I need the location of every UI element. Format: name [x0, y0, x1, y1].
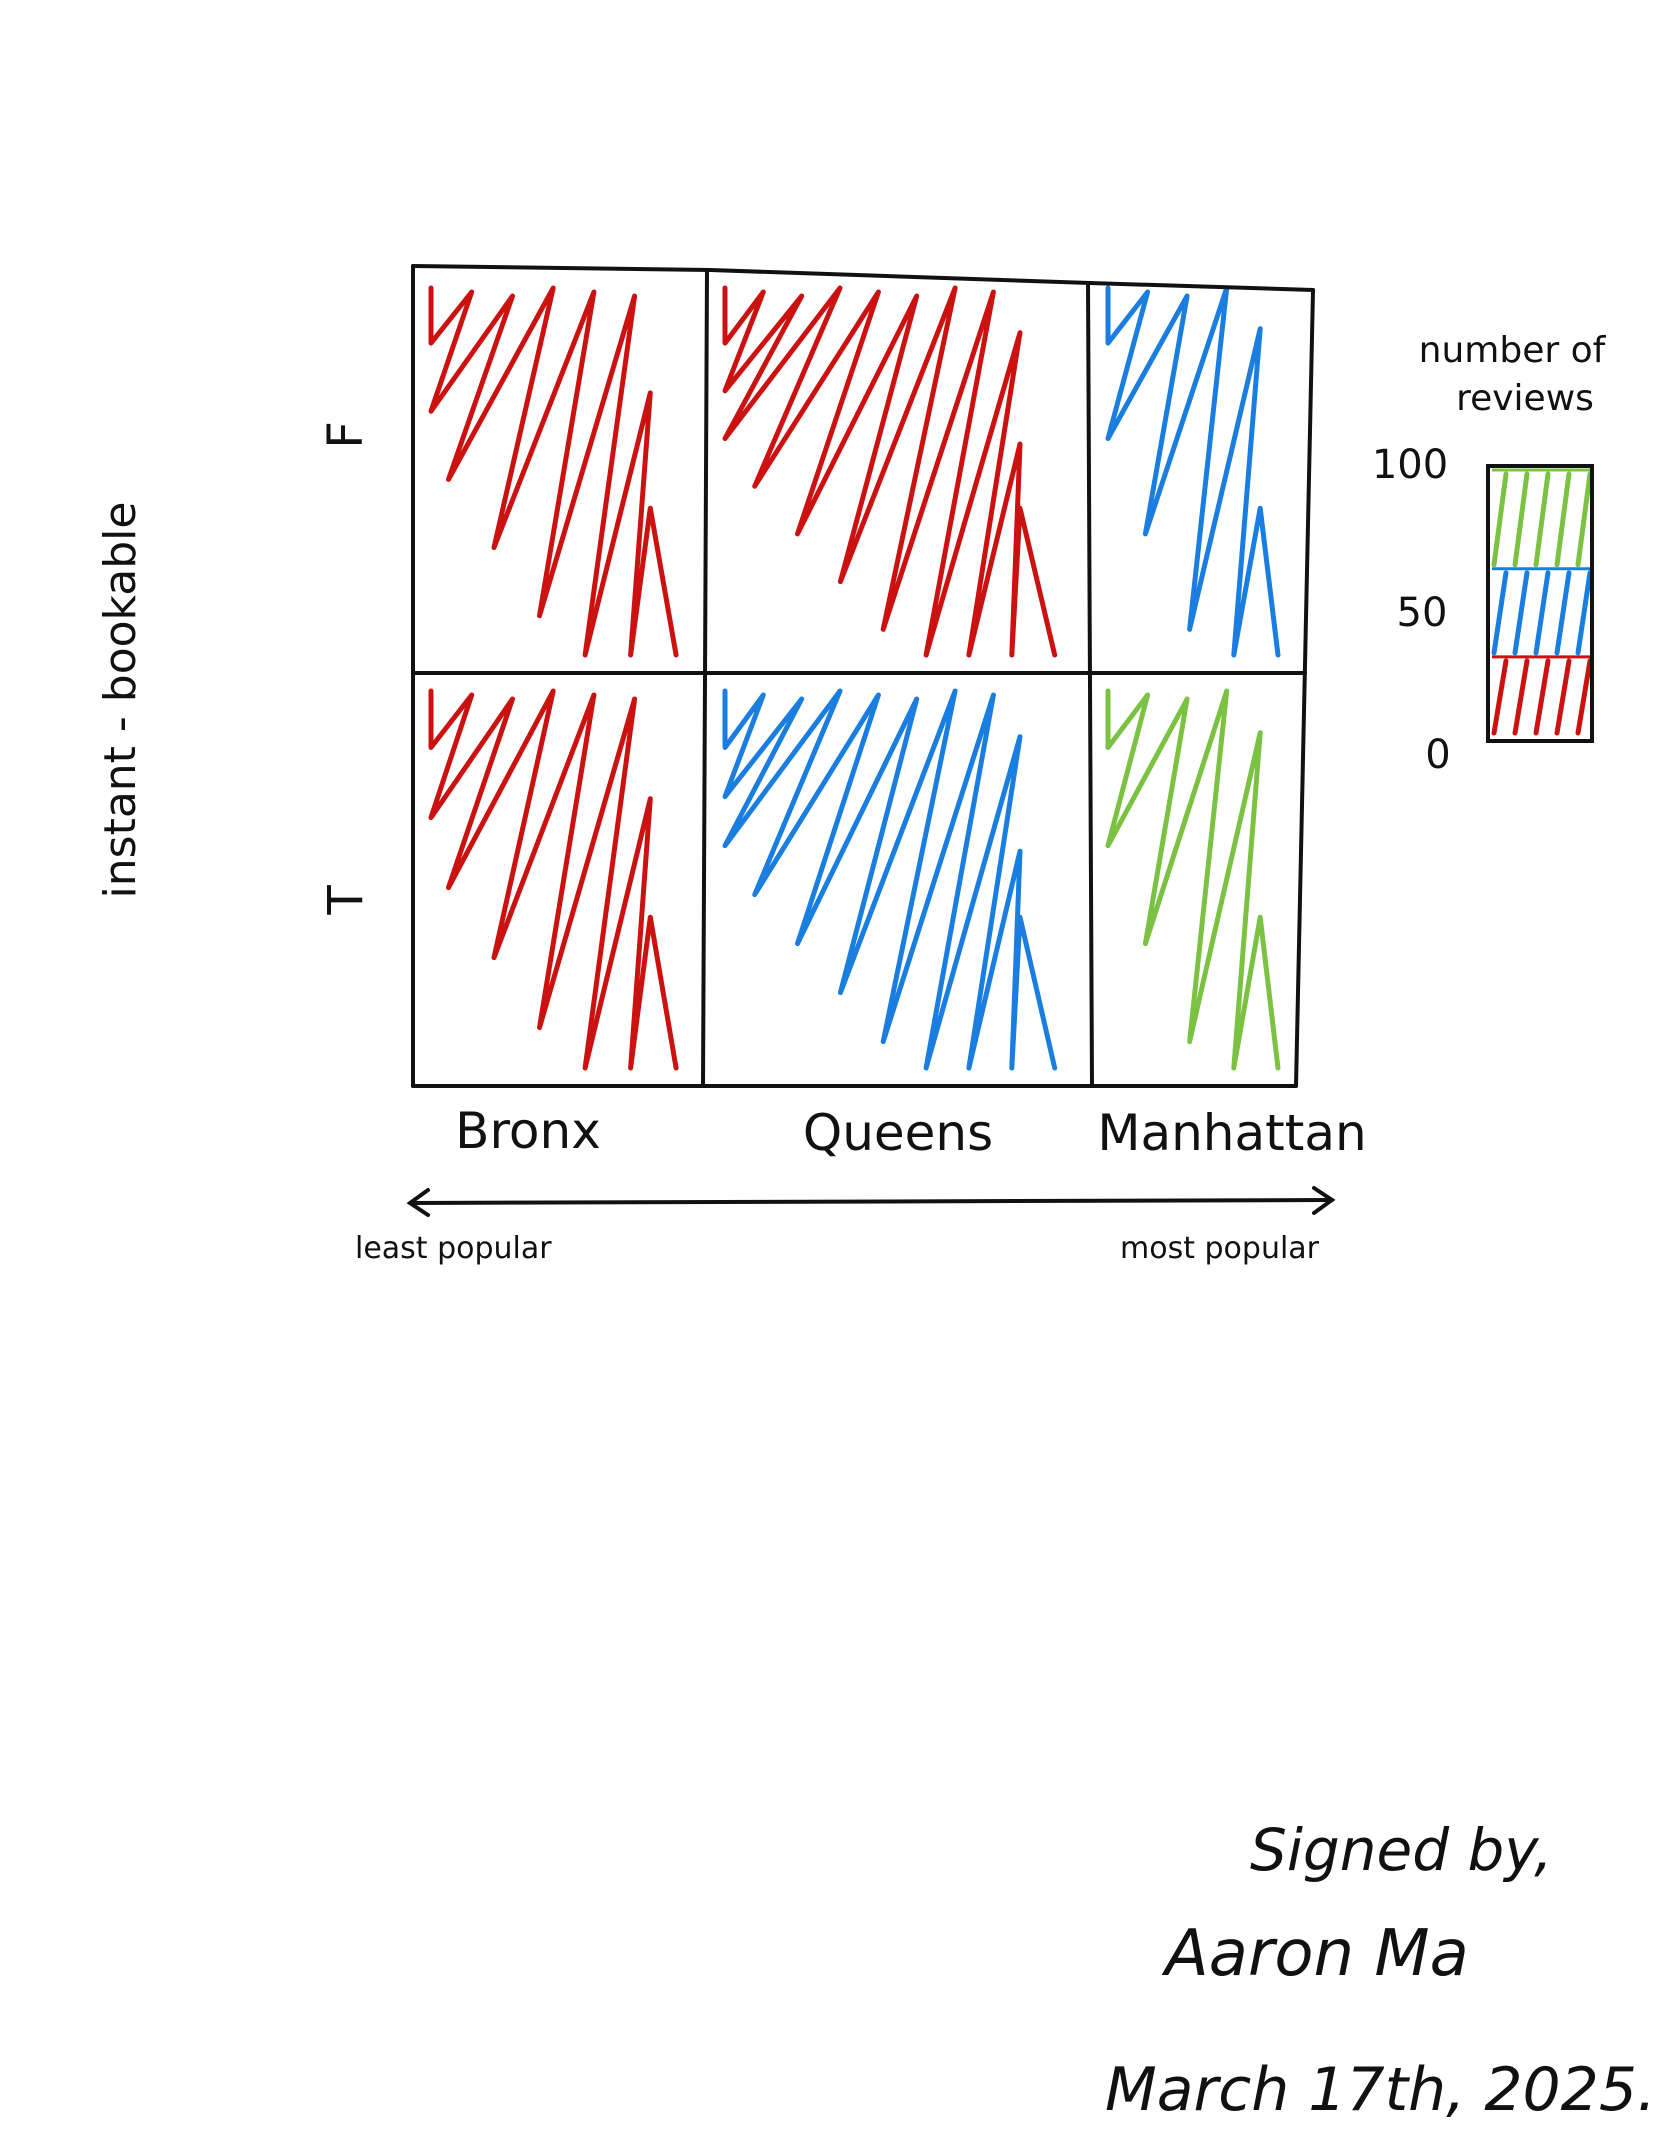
y-tick-label-f: F: [318, 421, 374, 449]
heatmap-cell-manhattan-t: [1105, 688, 1281, 1071]
colorbar-tick-50: 50: [1397, 590, 1448, 636]
x-tick-label-manhattan: Manhattan: [1097, 1104, 1366, 1162]
x-tick-label-bronx: Bronx: [455, 1102, 601, 1160]
signature-line-2: Aaron Ma: [1161, 1917, 1469, 1991]
heatmap-cells: [428, 285, 1281, 1071]
colorbar-title-line1: number of: [1419, 330, 1607, 371]
heatmap-cell-manhattan-f: [1105, 285, 1281, 658]
signature-block: Signed by, Aaron Ma March 17th, 2025.: [1105, 1816, 1656, 2125]
heatmap-cell-bronx-f: [428, 285, 679, 658]
y-axis-title: instant - bookable: [95, 502, 146, 899]
least-popular-note: least popular: [355, 1231, 552, 1266]
colorbar-band-1: [1491, 570, 1593, 656]
signature-line-1: Signed by,: [1250, 1816, 1553, 1884]
colorbar-band-2: [1491, 471, 1593, 568]
colorbar-title-line2: reviews: [1456, 378, 1594, 419]
signature-line-3: March 17th, 2025.: [1105, 2055, 1656, 2125]
y-tick-label-t: T: [318, 885, 374, 916]
colorbar-frame: [1486, 464, 1594, 743]
colorbar: number of reviews 100 50 0: [1372, 330, 1607, 778]
heatmap-cell-queens-t: [722, 688, 1058, 1071]
heatmap-cell-queens-f: [722, 285, 1058, 658]
heatmap-cell-bronx-t: [428, 688, 679, 1071]
colorbar-band-0: [1491, 658, 1593, 736]
colorbar-tick-0: 0: [1425, 732, 1450, 778]
colorbar-tick-100: 100: [1372, 442, 1448, 488]
most-popular-note: most popular: [1120, 1231, 1320, 1266]
popularity-arrow: [406, 1186, 1336, 1217]
colorbar-bands: [1491, 468, 1593, 736]
heatmap-grid: [411, 264, 1315, 1088]
x-tick-label-queens: Queens: [803, 1104, 993, 1162]
